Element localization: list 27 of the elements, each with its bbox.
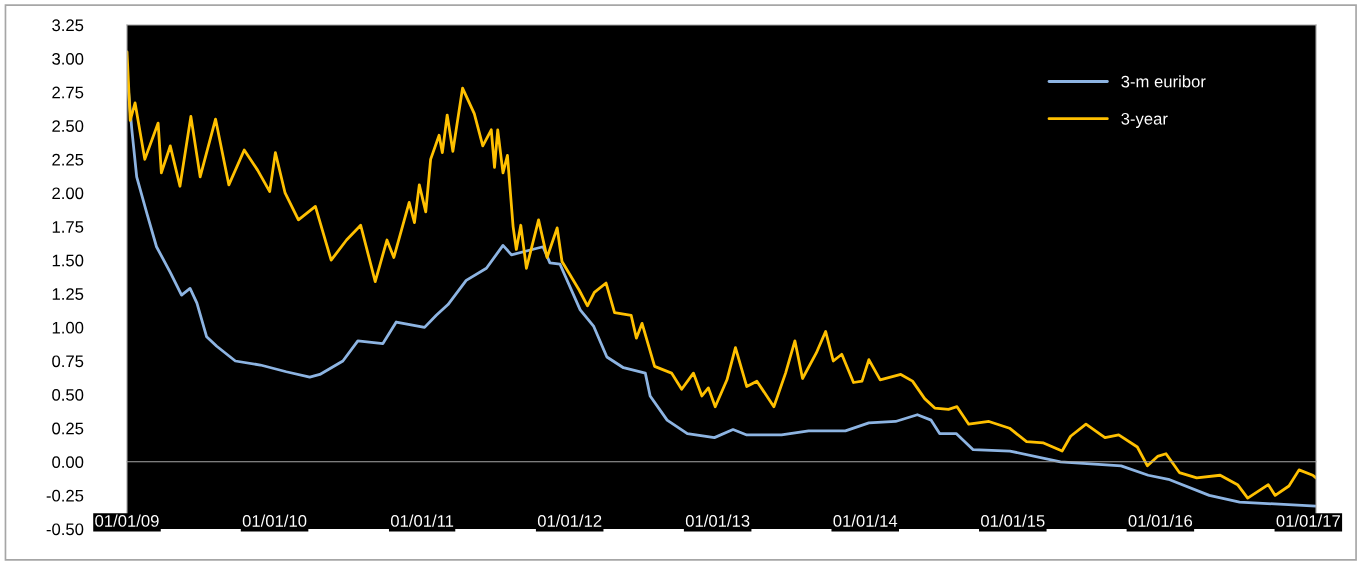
x-tick-label: 01/01/13 bbox=[685, 514, 750, 527]
x-tick-label: 01/01/17 bbox=[1276, 514, 1340, 527]
legend-label: 3-m euribor bbox=[1121, 75, 1206, 88]
y-tick-label: -0.50 bbox=[46, 523, 84, 536]
y-tick-label: 1.50 bbox=[52, 254, 84, 267]
x-tick-label: 01/01/12 bbox=[537, 514, 602, 527]
y-tick-label: 0.50 bbox=[52, 389, 84, 401]
legend-label: 3-year bbox=[1121, 112, 1168, 128]
y-tick-label: 2.00 bbox=[52, 187, 84, 200]
x-tick-label: 01/01/16 bbox=[1128, 514, 1193, 527]
x-tick-label: 01/01/09 bbox=[95, 514, 159, 527]
y-tick-label: 0.25 bbox=[52, 422, 84, 435]
y-tick-label: 3.25 bbox=[52, 19, 84, 32]
x-tick-label: 01/01/15 bbox=[981, 514, 1045, 527]
x-tick-label: 01/01/14 bbox=[833, 514, 898, 527]
y-tick-label: 2.25 bbox=[52, 153, 84, 166]
x-tick-label: 01/01/10 bbox=[242, 514, 307, 527]
y-tick-label: 1.25 bbox=[52, 288, 84, 300]
y-tick-label: 2.50 bbox=[52, 120, 84, 132]
y-tick-label: 1.75 bbox=[52, 221, 84, 233]
y-tick-label: 3.00 bbox=[52, 52, 84, 65]
x-tick-label: 01/01/11 bbox=[390, 514, 454, 527]
y-tick-label: 1.00 bbox=[52, 321, 84, 334]
y-tick-label: -0.25 bbox=[46, 489, 84, 502]
y-tick-label: 0.00 bbox=[52, 456, 84, 469]
y-tick-label: 0.75 bbox=[52, 355, 84, 368]
y-tick-label: 2.75 bbox=[52, 86, 84, 99]
